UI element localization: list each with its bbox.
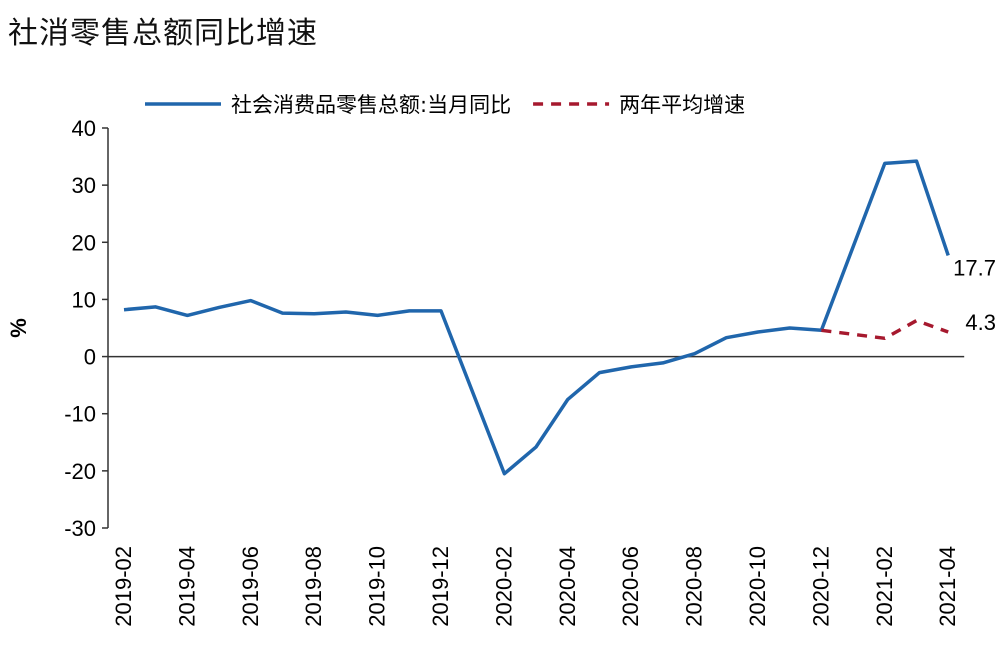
y-tick-label: -30 <box>64 516 96 541</box>
legend-label-1: 社会消费品零售总额:当月同比 <box>231 93 511 117</box>
x-tick-label: 2019-04 <box>174 546 199 627</box>
series-group <box>123 159 950 476</box>
data-labels: 17.7 4.3 <box>953 255 996 335</box>
x-tick-label: 2020-08 <box>682 546 707 627</box>
x-tick-label: 2020-12 <box>808 546 833 627</box>
y-axis-title: % <box>6 318 31 338</box>
y-tick-label: 40 <box>72 116 96 141</box>
legend: 社会消费品零售总额:当月同比 两年平均增速 <box>145 93 745 117</box>
x-tick-label: 2019-08 <box>301 546 326 627</box>
page-title: 社消零售总额同比增速 <box>8 16 318 51</box>
x-tick-label: 2020-02 <box>491 546 516 627</box>
x-tick-label: 2019-02 <box>111 546 136 627</box>
y-tick-label: -20 <box>64 459 96 484</box>
x-tick-label: 2019-10 <box>365 546 390 627</box>
y-tick-label: -10 <box>64 402 96 427</box>
x-tick-label: 2019-12 <box>428 546 453 627</box>
y-tick-label: 20 <box>72 230 96 255</box>
y-tick-label: 10 <box>72 287 96 312</box>
x-tick-label: 2020-06 <box>618 546 643 627</box>
data-label: 17.7 <box>953 255 996 280</box>
x-tick-label: 2021-04 <box>935 546 960 627</box>
x-tick-label: 2019-06 <box>238 546 263 627</box>
y-tick-label: 0 <box>84 345 96 370</box>
series-line-2 <box>821 318 949 341</box>
x-tick-label: 2020-10 <box>745 546 770 627</box>
axes: 40 30 20 10 0 -10 -20 -30% 2019-02 2019-04 2019-06… <box>6 116 965 627</box>
x-tick-label: 2021-02 <box>872 546 897 627</box>
series-line-1 <box>123 159 950 476</box>
legend-label-2: 两年平均增速 <box>619 93 745 117</box>
y-tick-label: 30 <box>72 173 96 198</box>
x-tick-label: 2020-04 <box>555 546 580 627</box>
data-label: 4.3 <box>965 310 996 335</box>
